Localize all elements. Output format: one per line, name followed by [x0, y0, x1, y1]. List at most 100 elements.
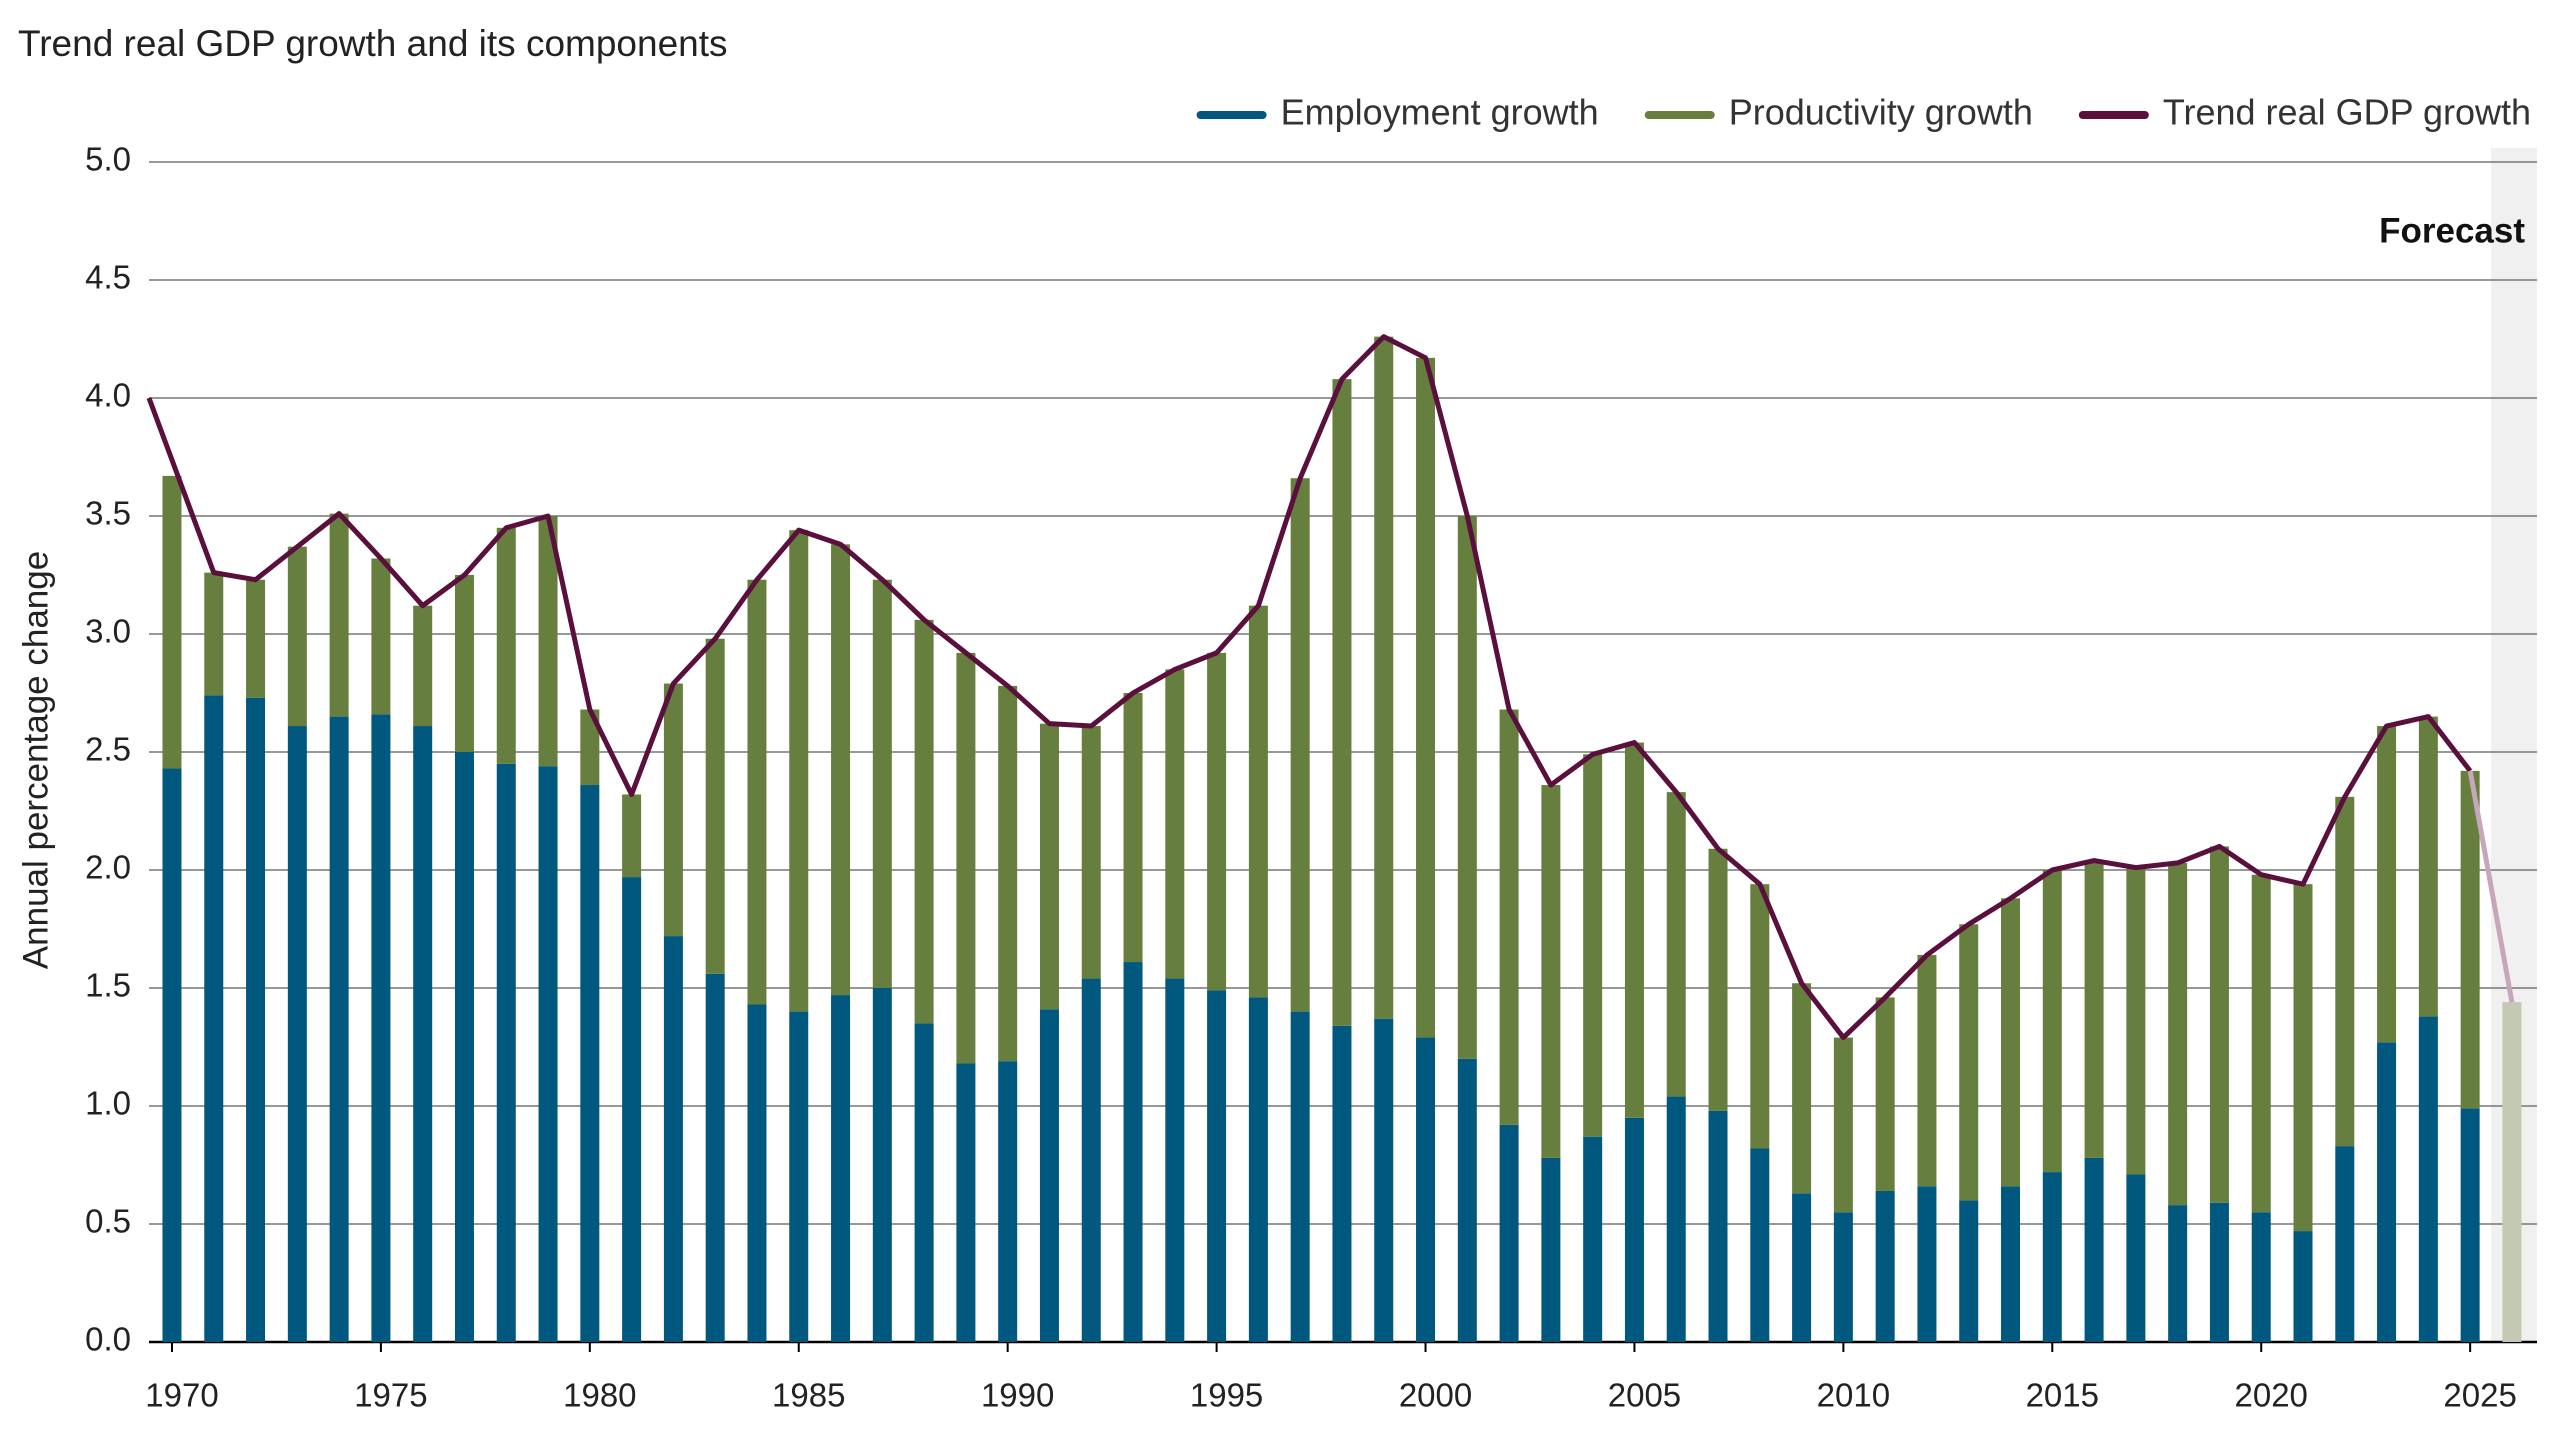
- x-tick-label: 1990: [981, 1377, 1054, 1414]
- y-tick-label: 0.5: [85, 1203, 131, 1240]
- bar-segment: [329, 513, 349, 717]
- y-tick-label: 4.0: [85, 377, 131, 414]
- bar-segment: [998, 1061, 1018, 1342]
- y-axis-label: Annual percentage change: [16, 551, 55, 969]
- y-tick-label: 1.5: [85, 967, 131, 1004]
- bar-segment: [1959, 1200, 1979, 1342]
- bar-segment: [1123, 962, 1143, 1342]
- bar-segment: [2042, 870, 2062, 1173]
- bar-segment: [956, 1063, 976, 1342]
- x-tick-label: 1985: [772, 1377, 845, 1414]
- bar-segment: [1165, 978, 1185, 1342]
- bar-segment: [1875, 1190, 1895, 1342]
- bar-segment: [287, 726, 307, 1342]
- chart-title: Trend real GDP growth and its components: [18, 23, 728, 64]
- bar-segment: [2335, 1146, 2355, 1342]
- bar-segment: [1666, 792, 1686, 1097]
- bar-segment: [914, 1023, 934, 1342]
- bar-segment: [1457, 1058, 1477, 1342]
- bar-segment: [1583, 1136, 1603, 1342]
- bar-segment: [246, 697, 266, 1342]
- bar-segment: [1750, 884, 1770, 1149]
- bar-segment: [2084, 860, 2104, 1158]
- bar-segment: [789, 1011, 809, 1342]
- bar-segment: [956, 652, 976, 1064]
- bar-segment: [1207, 652, 1227, 991]
- y-tick-label: 2.5: [85, 731, 131, 768]
- bar-segment: [496, 763, 516, 1342]
- x-tick-label: 2025: [2443, 1377, 2516, 1414]
- bar-segment: [1457, 516, 1477, 1059]
- x-tick-label: 1995: [1190, 1377, 1263, 1414]
- bar-segment: [1123, 693, 1143, 963]
- bar-segment: [2251, 1212, 2271, 1342]
- bar-segment: [2293, 884, 2313, 1232]
- bar-segment: [2377, 726, 2397, 1043]
- bar-segment: [2335, 796, 2355, 1147]
- bar-segment: [1374, 336, 1394, 1019]
- bar-segment: [872, 579, 892, 988]
- bar-segment: [1917, 1186, 1937, 1342]
- x-tick-label: 1970: [145, 1377, 218, 1414]
- x-tick-label: 2005: [1608, 1377, 1681, 1414]
- bar-segment: [872, 988, 892, 1342]
- bar-segment: [2126, 1174, 2146, 1342]
- bar-segment: [622, 794, 642, 878]
- trend-line-forecast: [2467, 770, 2515, 1003]
- bar-segment: [2042, 1172, 2062, 1342]
- bar-segment: [580, 785, 600, 1342]
- bar-segment: [1624, 742, 1644, 1118]
- bar-segment: [2418, 1016, 2438, 1342]
- bar-segment: [1792, 983, 1812, 1194]
- bar-segment: [1541, 785, 1561, 1158]
- bar-segment: [1499, 1124, 1519, 1342]
- bar-segment: [1875, 997, 1895, 1191]
- y-tick-label: 0.0: [85, 1321, 131, 1358]
- bar-segment: [1750, 1148, 1770, 1342]
- bar-segment: [1833, 1037, 1853, 1213]
- bar-segment: [1248, 997, 1268, 1342]
- bar-segment: [2418, 716, 2438, 1017]
- bar-segment: [454, 575, 474, 752]
- bar-segment: [2084, 1157, 2104, 1342]
- trend-line: [146, 334, 2473, 1041]
- bar-segment: [2001, 898, 2021, 1187]
- bar-segment: [162, 768, 182, 1342]
- bar-segment: [496, 527, 516, 764]
- bar-segment: [1165, 669, 1185, 979]
- bar-segment: [2209, 1202, 2229, 1342]
- bar-segment: [162, 475, 182, 769]
- x-tick-label: 2010: [1817, 1377, 1890, 1414]
- bar-segment: [2251, 874, 2271, 1213]
- bar-segment: [1248, 605, 1268, 998]
- bar-segment: [1332, 1025, 1352, 1342]
- bar-segment: [2377, 1042, 2397, 1342]
- bar-segment: [204, 695, 224, 1342]
- bar-segment: [1666, 1096, 1686, 1342]
- bar-segment: [747, 1004, 767, 1342]
- bar-segment: [2460, 770, 2480, 1109]
- bar-segment: [1039, 1009, 1059, 1342]
- bar-segment: [1583, 754, 1603, 1137]
- bar-segment: [622, 877, 642, 1342]
- bar-segment: [1792, 1193, 1812, 1342]
- bar-segment: [1708, 1110, 1728, 1342]
- legend-label: Productivity growth: [1729, 92, 2033, 133]
- bar-segment: [789, 530, 809, 1012]
- legend-label: Employment growth: [1281, 92, 1599, 133]
- bar-segment: [705, 638, 725, 974]
- bar-segment: [2209, 846, 2229, 1203]
- bar-segment: [1917, 954, 1937, 1187]
- bar-segment: [1541, 1157, 1561, 1342]
- y-tick-label: 1.0: [85, 1085, 131, 1122]
- bar-segment: [1959, 924, 1979, 1201]
- y-tick-label: 2.0: [85, 849, 131, 886]
- bar-segment: [204, 572, 224, 696]
- bar-segment: [747, 579, 767, 1005]
- bar-segment: [371, 558, 391, 715]
- y-tick-label: 3.0: [85, 613, 131, 650]
- bar-segment: [1416, 1037, 1436, 1342]
- y-tick-label: 3.5: [85, 495, 131, 532]
- bar-segment: [1708, 848, 1728, 1111]
